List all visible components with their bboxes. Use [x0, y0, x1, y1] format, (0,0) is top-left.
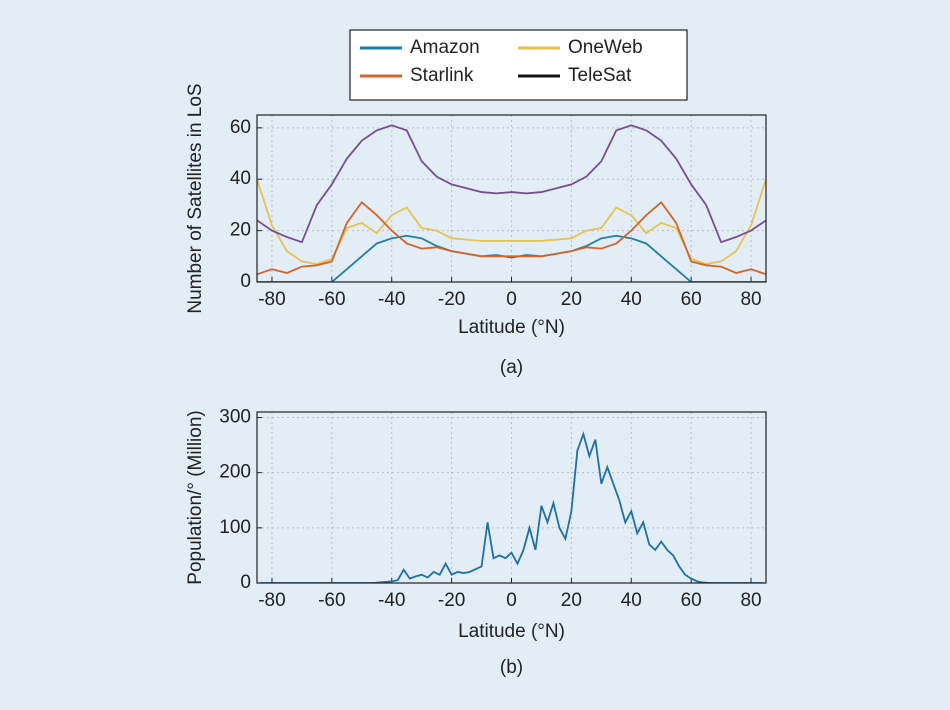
x-tick-label: -40: [378, 590, 405, 611]
x-tick-label: 0: [506, 289, 517, 310]
y-axis-label: Number of Satellites in LoS: [185, 83, 206, 313]
x-tick-label: -60: [318, 590, 345, 611]
x-tick-label: -80: [258, 289, 285, 310]
data-line: [257, 234, 766, 282]
plot-area: [259, 431, 764, 583]
x-tick-label: 0: [506, 590, 517, 611]
x-tick-label: -40: [378, 289, 405, 310]
x-tick-label: 20: [561, 590, 582, 611]
y-tick-label: 0: [240, 271, 251, 292]
data-line: [257, 201, 766, 276]
x-tick-label: 80: [740, 590, 761, 611]
y-axis-label: Population/° (Million): [185, 410, 206, 584]
x-tick-label: -80: [258, 590, 285, 611]
y-tick-label: 300: [219, 407, 251, 428]
y-tick-label: 100: [219, 517, 251, 538]
y-tick-label: 60: [230, 117, 251, 138]
x-tick-label: -20: [438, 590, 465, 611]
y-tick-label: 20: [230, 220, 251, 241]
x-tick-label: 60: [681, 289, 702, 310]
caption: (b): [500, 657, 523, 678]
legend-label: TeleSat: [568, 65, 632, 86]
legend-box: [349, 29, 688, 101]
plot-frame: [256, 411, 767, 584]
data-line: [257, 124, 766, 244]
x-axis-label: Latitude (°N): [458, 317, 565, 338]
legend-label: Amazon: [410, 37, 480, 58]
x-tick-label: 80: [740, 289, 761, 310]
data-line: [257, 178, 766, 265]
x-tick-label: 60: [681, 590, 702, 611]
y-tick-label: 40: [230, 168, 251, 189]
data-line: [259, 431, 764, 583]
x-tick-label: 40: [621, 289, 642, 310]
y-tick-label: 0: [240, 572, 251, 593]
x-tick-label: 20: [561, 289, 582, 310]
plot-frame: [256, 114, 767, 283]
x-tick-label: 40: [621, 590, 642, 611]
x-tick-label: -20: [438, 289, 465, 310]
x-tick-label: -60: [318, 289, 345, 310]
x-axis-label: Latitude (°N): [458, 621, 565, 642]
legend-label: Starlink: [410, 65, 474, 86]
y-tick-label: 200: [219, 462, 251, 483]
caption: (a): [500, 357, 523, 378]
legend-label: OneWeb: [568, 37, 643, 58]
plot-area: [257, 124, 766, 282]
